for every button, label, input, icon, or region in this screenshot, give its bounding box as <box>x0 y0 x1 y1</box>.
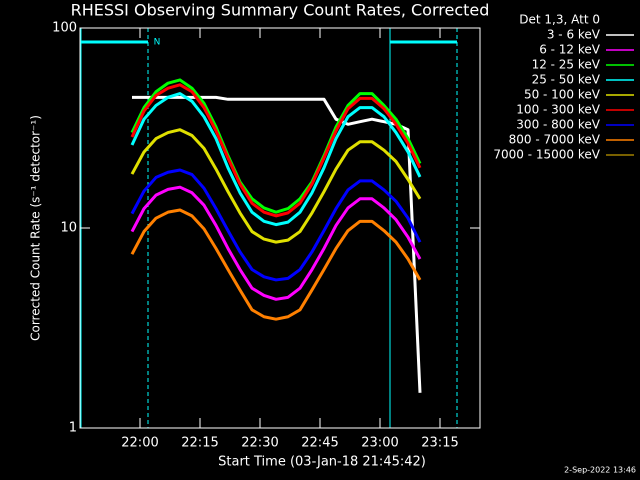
legend-label: 3 - 6 keV <box>547 28 601 42</box>
x-tick-label: 22:45 <box>301 436 338 451</box>
y-axis-label: Corrected Count Rate (s⁻¹ detector⁻¹) <box>29 115 43 341</box>
legend-label: 25 - 50 keV <box>532 73 601 87</box>
series-line <box>130 92 422 227</box>
y-tick-label: 100 <box>52 21 77 36</box>
series-line <box>130 83 422 218</box>
series-line <box>130 185 422 301</box>
legend-label: 7000 - 15000 keV <box>493 148 600 162</box>
legend-title: Det 1,3, Att 0 <box>519 13 600 27</box>
annotation: N <box>154 38 161 48</box>
x-tick-label: 23:15 <box>421 436 458 451</box>
footnote: 2-Sep-2022 13:46 <box>564 466 636 475</box>
legend-label: 100 - 300 keV <box>516 103 600 117</box>
series-line <box>130 168 422 282</box>
x-axis-label: Start Time (03-Jan-18 21:45:42) <box>218 455 426 470</box>
legend-label: 800 - 7000 keV <box>509 133 601 147</box>
series-line <box>130 78 422 214</box>
y-tick-label: 10 <box>60 221 77 236</box>
legend-label: 6 - 12 keV <box>539 43 601 57</box>
x-tick-label: 22:15 <box>181 436 218 451</box>
series-line <box>132 95 422 393</box>
series-line <box>130 128 422 244</box>
legend-label: 12 - 25 keV <box>532 58 601 72</box>
y-tick-label: 1 <box>69 421 77 436</box>
series-line <box>130 208 422 321</box>
x-tick-label: 22:00 <box>121 436 158 451</box>
legend-label: 300 - 800 keV <box>516 118 600 132</box>
x-tick-label: 23:00 <box>361 436 398 451</box>
legend-label: 50 - 100 keV <box>524 88 601 102</box>
chart-title: RHESSI Observing Summary Count Rates, Co… <box>71 1 490 20</box>
x-tick-label: 22:30 <box>241 436 278 451</box>
